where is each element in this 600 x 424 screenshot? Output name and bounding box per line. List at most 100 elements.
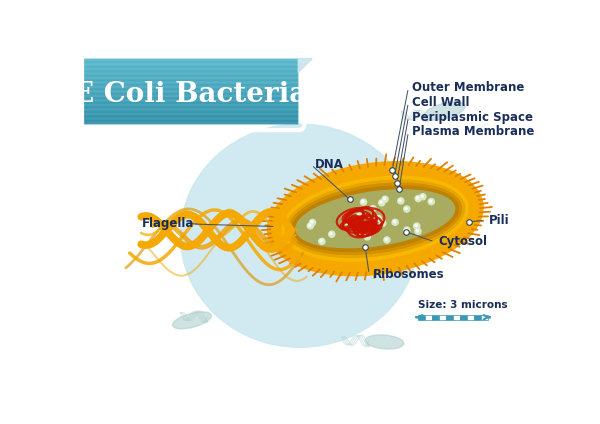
FancyBboxPatch shape: [84, 66, 298, 67]
Circle shape: [405, 207, 407, 209]
Ellipse shape: [296, 190, 455, 248]
FancyBboxPatch shape: [84, 71, 298, 72]
Circle shape: [380, 220, 386, 226]
FancyBboxPatch shape: [84, 120, 298, 121]
Ellipse shape: [173, 312, 211, 329]
Circle shape: [310, 219, 316, 226]
Circle shape: [376, 217, 379, 219]
Circle shape: [380, 201, 382, 204]
Text: Plasma Membrane: Plasma Membrane: [412, 125, 535, 138]
FancyBboxPatch shape: [474, 315, 481, 320]
FancyBboxPatch shape: [84, 93, 298, 94]
Circle shape: [361, 199, 367, 205]
Text: Pili: Pili: [488, 214, 509, 227]
Circle shape: [307, 223, 313, 229]
Circle shape: [399, 199, 401, 201]
FancyBboxPatch shape: [84, 73, 298, 75]
FancyBboxPatch shape: [84, 79, 298, 80]
FancyBboxPatch shape: [84, 59, 298, 61]
FancyBboxPatch shape: [84, 112, 298, 113]
FancyBboxPatch shape: [84, 121, 298, 122]
Ellipse shape: [181, 124, 419, 347]
FancyBboxPatch shape: [84, 113, 298, 114]
Ellipse shape: [424, 102, 465, 120]
FancyBboxPatch shape: [84, 64, 298, 65]
FancyBboxPatch shape: [84, 117, 298, 119]
Circle shape: [370, 206, 376, 212]
Circle shape: [358, 214, 360, 216]
FancyBboxPatch shape: [84, 59, 298, 60]
Circle shape: [413, 223, 420, 229]
FancyBboxPatch shape: [84, 109, 298, 110]
FancyBboxPatch shape: [84, 117, 298, 118]
FancyBboxPatch shape: [84, 113, 298, 114]
Circle shape: [415, 228, 421, 234]
Circle shape: [381, 221, 383, 224]
FancyBboxPatch shape: [84, 87, 298, 89]
Circle shape: [416, 229, 419, 232]
FancyBboxPatch shape: [432, 315, 439, 320]
Circle shape: [420, 194, 426, 200]
FancyBboxPatch shape: [84, 78, 298, 79]
Circle shape: [428, 198, 434, 205]
FancyBboxPatch shape: [453, 315, 460, 320]
Circle shape: [311, 220, 313, 223]
FancyBboxPatch shape: [84, 89, 298, 90]
FancyBboxPatch shape: [84, 119, 298, 120]
FancyBboxPatch shape: [84, 63, 298, 64]
FancyBboxPatch shape: [84, 99, 298, 100]
FancyBboxPatch shape: [84, 101, 298, 102]
FancyBboxPatch shape: [418, 315, 425, 320]
FancyBboxPatch shape: [84, 82, 298, 84]
Circle shape: [375, 215, 382, 221]
Circle shape: [343, 217, 349, 223]
Ellipse shape: [365, 335, 404, 349]
FancyBboxPatch shape: [84, 80, 298, 81]
FancyBboxPatch shape: [84, 96, 298, 98]
FancyBboxPatch shape: [446, 315, 453, 320]
Circle shape: [392, 219, 398, 225]
FancyBboxPatch shape: [84, 67, 298, 69]
Polygon shape: [298, 59, 312, 73]
FancyBboxPatch shape: [84, 68, 298, 70]
Circle shape: [344, 220, 347, 222]
Text: Size: 3 microns: Size: 3 microns: [418, 300, 507, 310]
FancyBboxPatch shape: [84, 91, 298, 92]
Circle shape: [356, 213, 362, 219]
Circle shape: [394, 220, 395, 223]
FancyBboxPatch shape: [84, 60, 298, 61]
FancyBboxPatch shape: [439, 315, 446, 320]
FancyBboxPatch shape: [467, 315, 474, 320]
Circle shape: [362, 200, 364, 203]
Text: DNA: DNA: [315, 158, 344, 171]
FancyBboxPatch shape: [84, 111, 298, 112]
Circle shape: [379, 200, 385, 206]
FancyBboxPatch shape: [84, 102, 298, 103]
Circle shape: [320, 240, 322, 242]
Circle shape: [398, 198, 404, 204]
Circle shape: [404, 227, 410, 233]
Circle shape: [364, 234, 370, 240]
FancyBboxPatch shape: [84, 64, 298, 66]
Circle shape: [415, 195, 421, 202]
FancyBboxPatch shape: [84, 100, 298, 101]
FancyBboxPatch shape: [84, 83, 298, 84]
Circle shape: [415, 224, 417, 226]
FancyBboxPatch shape: [84, 70, 298, 71]
FancyBboxPatch shape: [84, 86, 298, 88]
FancyBboxPatch shape: [84, 69, 298, 70]
FancyBboxPatch shape: [84, 85, 298, 86]
FancyBboxPatch shape: [84, 103, 298, 105]
FancyBboxPatch shape: [84, 114, 298, 115]
FancyBboxPatch shape: [460, 315, 467, 320]
Ellipse shape: [282, 176, 469, 261]
FancyBboxPatch shape: [84, 88, 298, 89]
Circle shape: [308, 224, 311, 226]
FancyBboxPatch shape: [84, 115, 298, 116]
FancyBboxPatch shape: [84, 62, 298, 63]
Circle shape: [405, 229, 407, 231]
FancyBboxPatch shape: [84, 75, 298, 76]
FancyBboxPatch shape: [481, 315, 488, 320]
Circle shape: [365, 235, 368, 237]
FancyBboxPatch shape: [84, 122, 298, 123]
